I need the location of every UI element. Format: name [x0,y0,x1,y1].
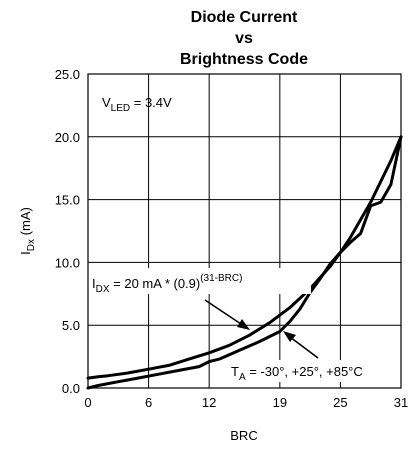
tick-labels: 0 6 12 19 25 31 0.0 5.0 10.0 15.0 20.0 25.0 [55,67,409,410]
y-tick-label: 25.0 [55,67,80,82]
chart-title-line-2: vs [235,30,253,47]
series-group [86,135,403,390]
y-tick-label: 0.0 [62,381,80,396]
annotation-formula: IDX = 20 mA * (0.9)(31-BRC) [92,273,242,295]
y-axis-label: IDx (mA) [18,207,37,255]
temp-leader-line [289,336,319,359]
chart-title-line-1: Diode Current [191,9,298,26]
x-tick-label: 19 [273,395,287,410]
plot-area [87,73,402,389]
chart-title-line-3: Brightness Code [180,51,308,68]
x-axis-label: BRC [230,428,257,443]
formula-leader-line [204,299,245,327]
y-tick-label: 15.0 [55,193,80,208]
series-line-1 [86,135,403,380]
annotation-vled: VLED = 3.4V [102,95,172,114]
formula-arrowhead [237,319,250,330]
y-tick-label: 5.0 [62,318,80,333]
y-tick-label: 20.0 [55,130,80,145]
x-tick-label: 31 [394,395,408,410]
y-tick-label: 10.0 [55,255,80,270]
x-tick-label: 0 [84,395,91,410]
x-tick-label: 12 [202,395,216,410]
x-tick-label: 25 [333,395,347,410]
annotation-formula-bg [89,268,311,294]
series-line-2 [86,135,403,390]
x-tick-label: 6 [145,395,152,410]
annotation-temp: TA = -30°, +25°, +85°C [231,364,363,383]
temp-arrowhead [283,331,296,342]
annotation-temp-bg [228,360,396,382]
